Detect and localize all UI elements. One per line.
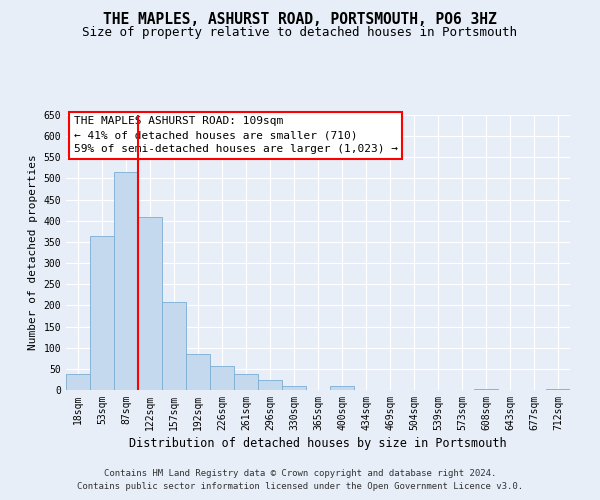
Y-axis label: Number of detached properties: Number of detached properties	[28, 154, 38, 350]
Bar	[546, 389, 570, 390]
Bar	[234, 374, 258, 390]
Bar	[66, 374, 90, 390]
Bar	[258, 380, 282, 390]
Bar	[186, 354, 210, 390]
Bar	[162, 302, 186, 390]
Text: Contains public sector information licensed under the Open Government Licence v3: Contains public sector information licen…	[77, 482, 523, 491]
Bar	[330, 386, 354, 390]
Text: THE MAPLES, ASHURST ROAD, PORTSMOUTH, PO6 3HZ: THE MAPLES, ASHURST ROAD, PORTSMOUTH, PO…	[103, 12, 497, 28]
Bar	[138, 216, 162, 390]
Bar	[210, 366, 234, 390]
Bar	[282, 386, 306, 390]
Text: Size of property relative to detached houses in Portsmouth: Size of property relative to detached ho…	[83, 26, 517, 39]
Bar	[474, 389, 498, 390]
X-axis label: Distribution of detached houses by size in Portsmouth: Distribution of detached houses by size …	[129, 437, 507, 450]
Bar	[90, 236, 114, 390]
Text: Contains HM Land Registry data © Crown copyright and database right 2024.: Contains HM Land Registry data © Crown c…	[104, 468, 496, 477]
Text: THE MAPLES ASHURST ROAD: 109sqm
← 41% of detached houses are smaller (710)
59% o: THE MAPLES ASHURST ROAD: 109sqm ← 41% of…	[74, 116, 398, 154]
Bar	[114, 172, 138, 390]
